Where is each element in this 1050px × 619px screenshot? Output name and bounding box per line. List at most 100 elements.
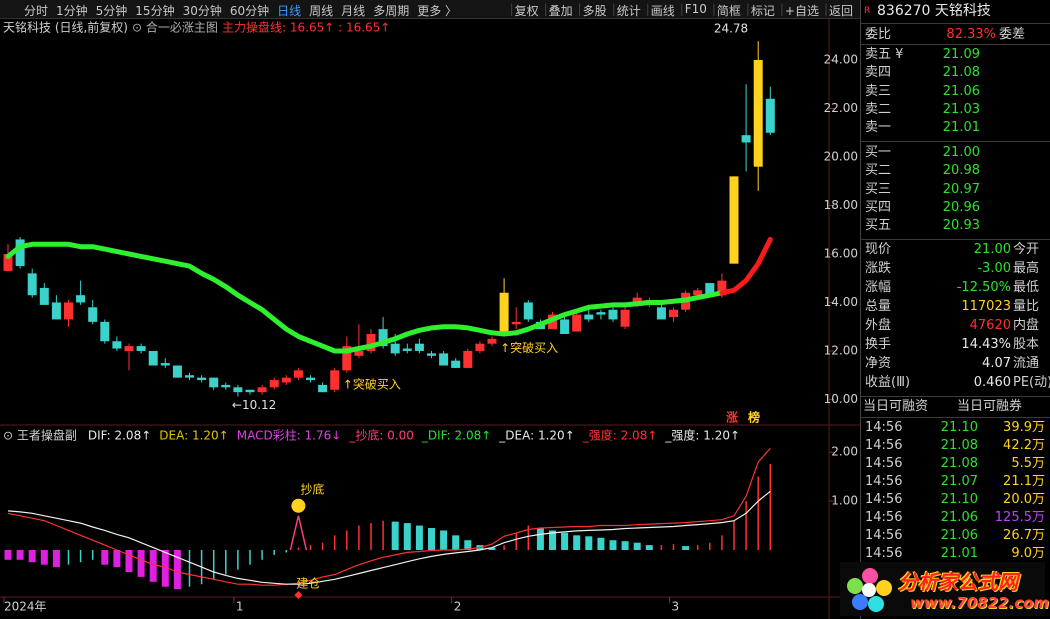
macd-bar (585, 536, 593, 551)
candle-body (523, 302, 533, 320)
tick-volume: 125.5万 (994, 510, 1045, 525)
period-tab[interactable]: 15分钟 (135, 4, 175, 18)
macd-bar (403, 523, 411, 551)
period-tab[interactable]: 60分钟 (229, 4, 270, 18)
book-label: 买一 (865, 145, 892, 160)
candle-body (475, 343, 485, 351)
tick-price: 21.08 (940, 438, 978, 453)
candle-body (124, 346, 134, 351)
tool-button[interactable]: 复权 (514, 4, 539, 18)
tool-button[interactable]: 标记 (750, 4, 775, 18)
period-tab[interactable]: 30分钟 (182, 4, 222, 18)
tool-button[interactable]: 多股 (582, 4, 607, 18)
macd-bar (597, 537, 605, 551)
build-marker (294, 591, 303, 599)
macd-bar (391, 521, 399, 551)
macd-bar (488, 547, 496, 551)
tick-volume: 26.7万 (1003, 528, 1045, 543)
separator: | (823, 2, 829, 16)
candle-body (669, 309, 678, 318)
period-tab[interactable]: 多周期 (373, 4, 410, 18)
x-tick-label: 3 (672, 600, 680, 614)
tag: R (864, 6, 871, 16)
dea-line (7, 490, 771, 585)
separator: | (509, 2, 514, 16)
tick-price: 21.07 (940, 474, 978, 489)
tick-time: 14:56 (865, 492, 903, 507)
book-price: 20.98 (942, 163, 980, 179)
tick-time: 14:56 (865, 420, 903, 435)
tick-volume: 5.5万 (1011, 456, 1045, 471)
candle-body (257, 387, 267, 393)
separator: | (679, 2, 684, 16)
dif-line (7, 447, 771, 586)
divider (861, 239, 1050, 240)
tool-button[interactable]: F10 (684, 2, 707, 16)
sub-legend: _强度: 1.20↑ (664, 428, 740, 443)
macd-bar (79, 550, 82, 563)
period-tab[interactable]: 周线 (309, 4, 334, 18)
candle-body (293, 370, 303, 378)
book-price: 21.08 (942, 65, 980, 81)
candle-body (27, 273, 37, 296)
candle-body (136, 346, 146, 351)
tool-button[interactable]: +自选 (784, 4, 819, 18)
period-tab[interactable]: 分时 (24, 4, 49, 18)
period-tab[interactable]: 日线 (277, 4, 302, 18)
y-tick-label: 10.00 (824, 392, 858, 406)
book-price: 21.06 (942, 83, 980, 99)
candle-body (402, 348, 412, 351)
sub-legend: DIF: 2.08↑ (88, 429, 151, 443)
macd-bar (358, 525, 360, 551)
margin-label: 当日可融资 (863, 399, 929, 414)
macd-bar (333, 535, 336, 551)
toolbar: 分时 1分钟 5分钟 15分钟 30分钟 60分钟 日线 周线 月线 多周期 更多 〉返回 | +自选 |… (0, 0, 860, 19)
macd-bar (137, 550, 145, 577)
candle-body (318, 384, 328, 393)
candle-body (245, 389, 255, 393)
watermark-title: 分析家公式网 (898, 570, 1018, 594)
quote-label: 总量 (865, 299, 892, 314)
annotation: 24.78 (714, 22, 748, 36)
candle-body (233, 387, 243, 393)
quote-label: 涨跌 (865, 261, 892, 276)
candle-body (197, 377, 207, 381)
y-tick-label: 1.00 (831, 494, 858, 508)
tool-button[interactable]: 画线 (650, 4, 675, 18)
tool-button[interactable]: 返回 (828, 4, 853, 18)
quote-label: 最低 (1013, 280, 1040, 295)
quote-label: 现价 (865, 242, 892, 257)
candle-body (330, 370, 340, 390)
signal-spike (289, 515, 308, 551)
candle-body (705, 283, 715, 296)
divider (861, 417, 1050, 418)
period-tab[interactable]: 1分钟 (56, 4, 88, 18)
tool-button[interactable]: 统计 (616, 4, 641, 18)
candle-body (511, 321, 521, 325)
y-tick-label: 18.00 (824, 198, 858, 212)
candle-body (608, 309, 618, 320)
candle-body (572, 314, 582, 332)
label: 委差 (999, 27, 1026, 42)
macd-bar (709, 542, 711, 551)
macd-bar (237, 550, 239, 570)
book-label: 卖五 ¥ (865, 47, 904, 62)
macd-bar (249, 550, 251, 565)
period-tab[interactable]: 更多 〉 (417, 4, 458, 18)
sub-legend: _抄底: 0.00 (348, 428, 414, 443)
x-tick-label: 1 (236, 600, 244, 614)
tool-button[interactable]: 叠加 (548, 4, 573, 18)
macd-bar (573, 535, 581, 551)
period-tab[interactable]: 月线 (341, 4, 366, 18)
separator: | (745, 2, 750, 16)
quote-label: 今开 (1013, 242, 1040, 257)
quote-value: 4.07 (982, 356, 1011, 371)
divider (861, 141, 1050, 142)
tool-button[interactable]: 简框 (716, 4, 741, 18)
candle-body (39, 287, 49, 305)
book-price: 21.00 (942, 145, 980, 160)
macd-bar (621, 541, 629, 551)
period-tab[interactable]: 5分钟 (95, 4, 128, 18)
candle-body (160, 363, 170, 366)
chart: 天铭科技 (日线,前复权) ⊙ 合一必涨主图 主力操盘线: 16.65↑ : 16.… (0, 18, 860, 619)
